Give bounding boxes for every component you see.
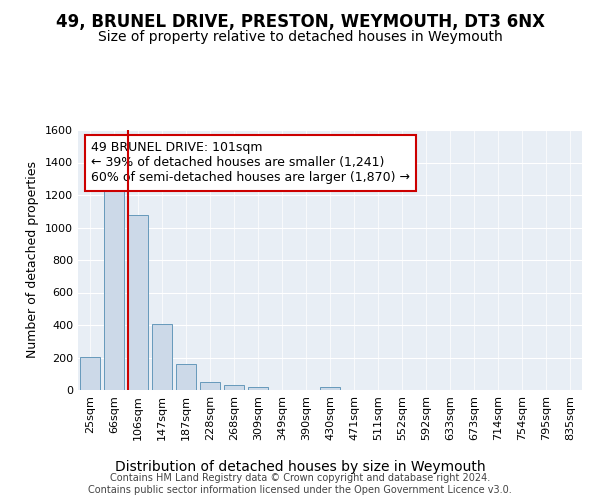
Bar <box>104 191 124 390</box>
Bar <box>152 324 172 390</box>
Bar <box>320 387 340 390</box>
Bar <box>176 364 196 390</box>
Text: Distribution of detached houses by size in Weymouth: Distribution of detached houses by size … <box>115 460 485 474</box>
Bar <box>200 382 220 390</box>
Bar <box>248 387 268 390</box>
Bar <box>80 356 100 390</box>
Y-axis label: Number of detached properties: Number of detached properties <box>26 162 40 358</box>
Text: 49, BRUNEL DRIVE, PRESTON, WEYMOUTH, DT3 6NX: 49, BRUNEL DRIVE, PRESTON, WEYMOUTH, DT3… <box>56 12 545 30</box>
Text: Contains HM Land Registry data © Crown copyright and database right 2024.
Contai: Contains HM Land Registry data © Crown c… <box>88 474 512 495</box>
Bar <box>128 216 148 390</box>
Bar <box>224 385 244 390</box>
Text: Size of property relative to detached houses in Weymouth: Size of property relative to detached ho… <box>98 30 502 44</box>
Text: 49 BRUNEL DRIVE: 101sqm
← 39% of detached houses are smaller (1,241)
60% of semi: 49 BRUNEL DRIVE: 101sqm ← 39% of detache… <box>91 142 410 184</box>
